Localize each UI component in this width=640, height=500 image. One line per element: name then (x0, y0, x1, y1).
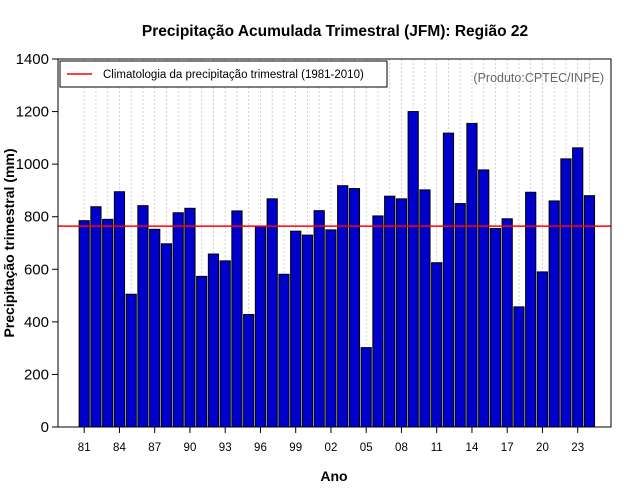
x-tick-label: 02 (325, 442, 338, 454)
bar (266, 198, 278, 428)
bar (513, 306, 525, 428)
bar (337, 185, 349, 428)
x-tick-label: 96 (254, 442, 267, 454)
x-tick-label: 81 (78, 442, 91, 454)
bar (207, 253, 220, 428)
bar (301, 234, 314, 428)
x-tick-label: 90 (184, 442, 197, 454)
bar (454, 203, 466, 428)
y-tick-label: 1200 (16, 104, 49, 121)
bar (442, 132, 455, 428)
bar (243, 313, 255, 428)
x-tick-label: 11 (431, 442, 443, 454)
y-tick-label: 800 (24, 209, 49, 226)
legend: Climatologia da precipitação trimestral … (59, 60, 388, 88)
y-tick-label: 0 (41, 419, 49, 436)
x-axis: 81 84 87 90 93 96 99 02 05 08 11 14 17 20 23 (78, 427, 584, 454)
bar (572, 147, 584, 428)
chart-title: Precipitação Acumulada Trimestral (JFM):… (142, 23, 528, 40)
x-tick-label: 23 (571, 442, 584, 454)
bar (583, 195, 596, 428)
bar (489, 228, 502, 428)
x-tick-label: 14 (466, 442, 479, 454)
credit-text: (Produto:CPTEC/INPE) (473, 71, 604, 85)
y-tick-label: 600 (24, 261, 49, 278)
bar (172, 212, 184, 428)
legend-box (59, 60, 388, 88)
bar (184, 207, 196, 428)
x-tick-label: 20 (536, 442, 549, 454)
x-tick-label: 87 (148, 442, 161, 454)
bar (102, 218, 114, 428)
bar (113, 191, 126, 428)
bar (407, 111, 419, 428)
legend-entry: Climatologia da precipitação trimestral … (103, 69, 364, 81)
bar (325, 229, 337, 428)
bar (384, 195, 396, 428)
bar (149, 228, 161, 428)
y-tick-label: 200 (24, 366, 49, 383)
bar (219, 260, 231, 428)
bar (466, 122, 478, 428)
x-tick-label: 17 (501, 442, 514, 454)
plot-frame (57, 58, 612, 428)
bar (290, 230, 302, 428)
y-tick-label: 400 (24, 314, 49, 331)
x-axis-label: Ano (320, 468, 347, 484)
bar (348, 188, 361, 428)
bar (501, 218, 513, 428)
x-tick-label: 84 (113, 442, 126, 454)
bar (196, 275, 208, 428)
x-tick-label: 93 (219, 442, 232, 454)
bar (254, 225, 267, 428)
bar (560, 158, 572, 428)
bar (278, 273, 290, 428)
bar (431, 262, 443, 428)
x-tick-label: 08 (395, 442, 408, 454)
bar (395, 198, 408, 428)
bar (160, 243, 173, 428)
y-axis-label: Precipitação trimestral (mm) (1, 148, 17, 337)
y-tick-label: 1000 (16, 156, 49, 173)
bar (525, 191, 537, 428)
bar (313, 210, 325, 428)
bar (548, 200, 560, 428)
bar (125, 293, 137, 428)
bar (478, 169, 490, 428)
bar (231, 210, 243, 428)
x-tick-label: 99 (289, 442, 302, 454)
bar (536, 271, 549, 428)
bar (137, 205, 149, 428)
y-tick-label: 1400 (16, 51, 49, 68)
bar (90, 206, 102, 428)
bar (360, 347, 372, 428)
bar (372, 215, 384, 428)
bar (78, 220, 90, 428)
y-axis: 0 200 400 600 800 1000 1200 1400 (16, 51, 58, 436)
bars (78, 111, 596, 428)
x-tick-label: 05 (360, 442, 373, 454)
